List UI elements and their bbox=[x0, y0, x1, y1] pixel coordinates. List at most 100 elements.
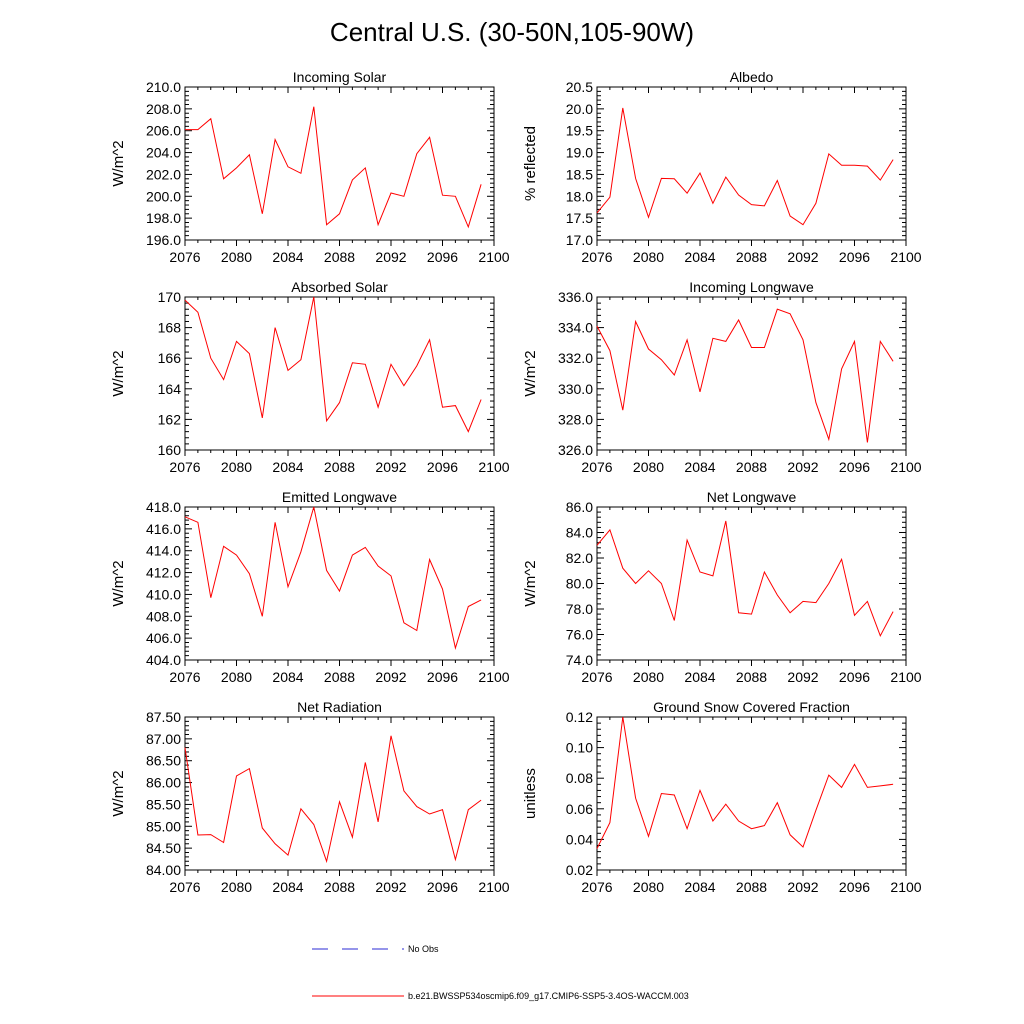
y-tick-label: 196.0 bbox=[146, 232, 181, 248]
legend-obs-label: No Obs bbox=[408, 944, 439, 954]
y-tick-label: 418.0 bbox=[146, 499, 181, 515]
x-tick-label: 2100 bbox=[478, 879, 509, 895]
y-tick-label: 164 bbox=[158, 381, 182, 397]
plot-frame bbox=[184, 86, 495, 241]
x-tick-label: 2084 bbox=[684, 459, 715, 475]
series-line bbox=[184, 296, 482, 433]
y-tick-label: 19.5 bbox=[566, 123, 593, 139]
y-tick-label: 18.5 bbox=[566, 166, 593, 182]
x-tick-label: 2096 bbox=[839, 459, 870, 475]
x-tick-label: 2088 bbox=[736, 879, 767, 895]
x-tick-label: 2080 bbox=[633, 879, 664, 895]
y-tick-label: 0.06 bbox=[566, 801, 593, 817]
series-line bbox=[596, 520, 894, 638]
y-tick-label: 74.0 bbox=[566, 652, 593, 668]
y-tick-label: 87.50 bbox=[146, 709, 181, 725]
y-axis-label: W/m^2 bbox=[110, 140, 127, 186]
x-tick-label: 2076 bbox=[581, 459, 612, 475]
y-tick-label: 86.50 bbox=[146, 753, 181, 769]
x-tick-label: 2084 bbox=[684, 669, 715, 685]
plot-frame bbox=[596, 506, 907, 661]
y-tick-label: 0.02 bbox=[566, 862, 593, 878]
series-line bbox=[184, 506, 482, 650]
y-tick-label: 20.0 bbox=[566, 101, 593, 117]
x-tick-label: 2088 bbox=[324, 669, 355, 685]
plot-frame bbox=[596, 86, 907, 241]
plot-frame bbox=[184, 296, 495, 451]
x-tick-label: 2088 bbox=[324, 459, 355, 475]
y-tick-label: 76.0 bbox=[566, 627, 593, 643]
y-tick-label: 200.0 bbox=[146, 188, 181, 204]
x-tick-label: 2080 bbox=[633, 459, 664, 475]
x-tick-label: 2080 bbox=[633, 669, 664, 685]
x-tick-label: 2096 bbox=[427, 669, 458, 685]
y-tick-label: 0.12 bbox=[566, 709, 593, 725]
x-tick-label: 2084 bbox=[684, 879, 715, 895]
x-tick-label: 2096 bbox=[427, 459, 458, 475]
x-tick-label: 2092 bbox=[787, 459, 818, 475]
y-tick-label: 20.5 bbox=[566, 79, 593, 95]
plot-frame bbox=[184, 506, 495, 661]
y-tick-label: 162 bbox=[158, 411, 182, 427]
x-tick-label: 2084 bbox=[272, 879, 303, 895]
y-tick-label: 206.0 bbox=[146, 123, 181, 139]
y-axis-label: W/m^2 bbox=[110, 350, 127, 396]
y-tick-label: 330.0 bbox=[558, 381, 593, 397]
x-tick-label: 2092 bbox=[787, 249, 818, 265]
panel-3: Incoming Longwave W/m^2 326.0 328.0 330.0 332… bbox=[522, 279, 922, 475]
y-tick-label: 414.0 bbox=[146, 543, 181, 559]
x-tick-label: 2084 bbox=[272, 249, 303, 265]
y-tick-label: 198.0 bbox=[146, 210, 181, 226]
x-tick-label: 2096 bbox=[839, 669, 870, 685]
x-tick-label: 2080 bbox=[221, 879, 252, 895]
plot-frame bbox=[596, 716, 907, 871]
y-tick-label: 18.0 bbox=[566, 188, 593, 204]
y-tick-label: 406.0 bbox=[146, 630, 181, 646]
x-tick-label: 2088 bbox=[324, 879, 355, 895]
x-tick-label: 2096 bbox=[839, 249, 870, 265]
panel-title: Albedo bbox=[730, 69, 774, 85]
y-tick-label: 86.0 bbox=[566, 499, 593, 515]
x-tick-label: 2084 bbox=[272, 459, 303, 475]
x-tick-label: 2076 bbox=[169, 669, 200, 685]
legend: No Obs b.e21.BWSSP534oscmip6.f09_g17.CMI… bbox=[312, 944, 689, 1001]
y-tick-label: 0.08 bbox=[566, 770, 593, 786]
y-tick-label: 202.0 bbox=[146, 166, 181, 182]
x-tick-label: 2100 bbox=[890, 249, 921, 265]
x-tick-label: 2092 bbox=[375, 879, 406, 895]
y-tick-label: 87.00 bbox=[146, 731, 181, 747]
y-tick-label: 408.0 bbox=[146, 608, 181, 624]
figure-title: Central U.S. (30-50N,105-90W) bbox=[330, 17, 694, 47]
x-tick-label: 2076 bbox=[581, 669, 612, 685]
x-tick-label: 2080 bbox=[221, 669, 252, 685]
y-tick-label: 328.0 bbox=[558, 411, 593, 427]
series-line bbox=[596, 308, 894, 443]
x-tick-label: 2096 bbox=[427, 879, 458, 895]
x-tick-label: 2092 bbox=[787, 669, 818, 685]
panels: Incoming Solar W/m^2 196.0 198.0 200.0 202.0 2… bbox=[110, 69, 922, 895]
legend-model-label: b.e21.BWSSP534oscmip6.f09_g17.CMIP6-SSP5… bbox=[408, 991, 689, 1001]
y-tick-label: 19.0 bbox=[566, 145, 593, 161]
plot-frame bbox=[184, 716, 495, 871]
x-tick-label: 2088 bbox=[736, 669, 767, 685]
x-tick-label: 2088 bbox=[324, 249, 355, 265]
y-axis-label: W/m^2 bbox=[110, 560, 127, 606]
x-tick-label: 2092 bbox=[375, 459, 406, 475]
panel-title: Absorbed Solar bbox=[291, 279, 388, 295]
x-tick-label: 2100 bbox=[478, 669, 509, 685]
y-tick-label: 410.0 bbox=[146, 586, 181, 602]
x-tick-label: 2092 bbox=[375, 249, 406, 265]
series-line bbox=[596, 716, 894, 849]
y-axis-label: unitless bbox=[522, 768, 539, 819]
y-tick-label: 85.00 bbox=[146, 818, 181, 834]
x-tick-label: 2088 bbox=[736, 459, 767, 475]
y-tick-label: 404.0 bbox=[146, 652, 181, 668]
x-tick-label: 2076 bbox=[581, 249, 612, 265]
x-tick-label: 2100 bbox=[478, 459, 509, 475]
y-tick-label: 336.0 bbox=[558, 289, 593, 305]
y-tick-label: 80.0 bbox=[566, 576, 593, 592]
x-tick-label: 2092 bbox=[375, 669, 406, 685]
y-tick-label: 84.0 bbox=[566, 525, 593, 541]
y-tick-label: 17.0 bbox=[566, 232, 593, 248]
y-tick-label: 210.0 bbox=[146, 79, 181, 95]
